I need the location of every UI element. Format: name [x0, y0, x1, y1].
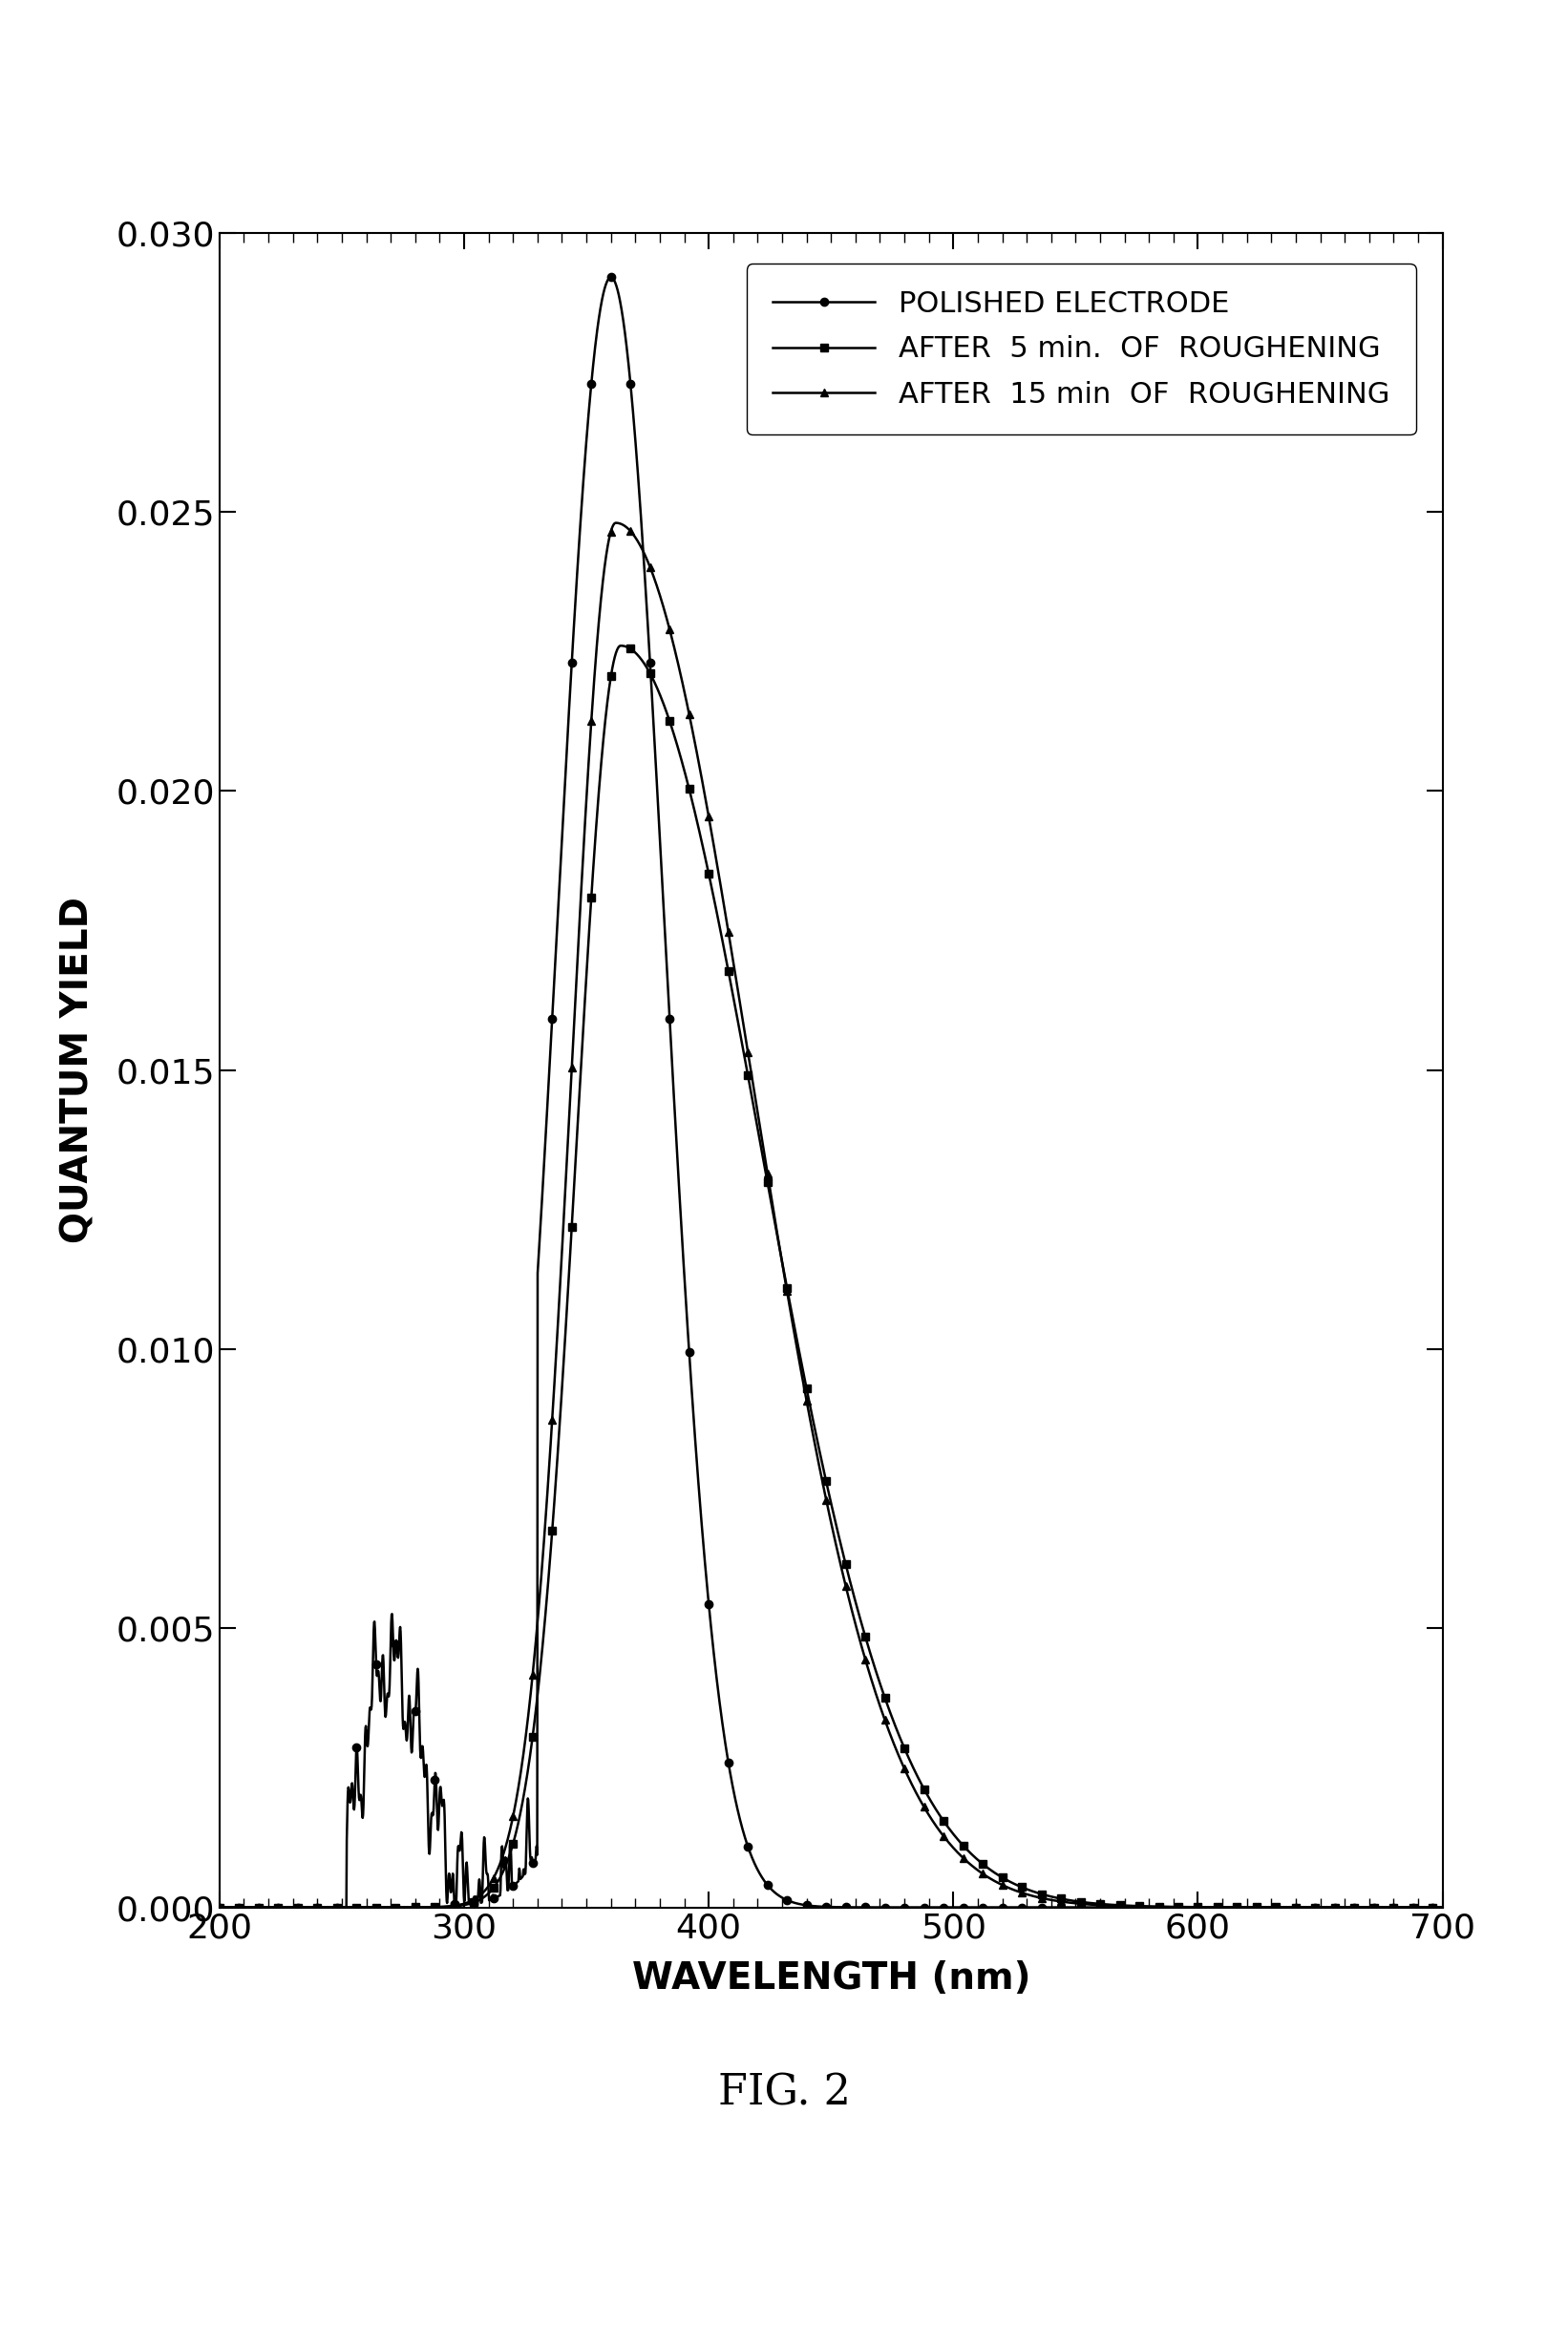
Legend: POLISHED ELECTRODE, AFTER  5 min.  OF  ROUGHENING, AFTER  15 min  OF  ROUGHENING: POLISHED ELECTRODE, AFTER 5 min. OF ROUG… — [746, 263, 1416, 435]
Y-axis label: QUANTUM YIELD: QUANTUM YIELD — [60, 898, 96, 1242]
X-axis label: WAVELENGTH (nm): WAVELENGTH (nm) — [632, 1961, 1030, 1996]
Text: FIG. 2: FIG. 2 — [718, 2072, 850, 2114]
